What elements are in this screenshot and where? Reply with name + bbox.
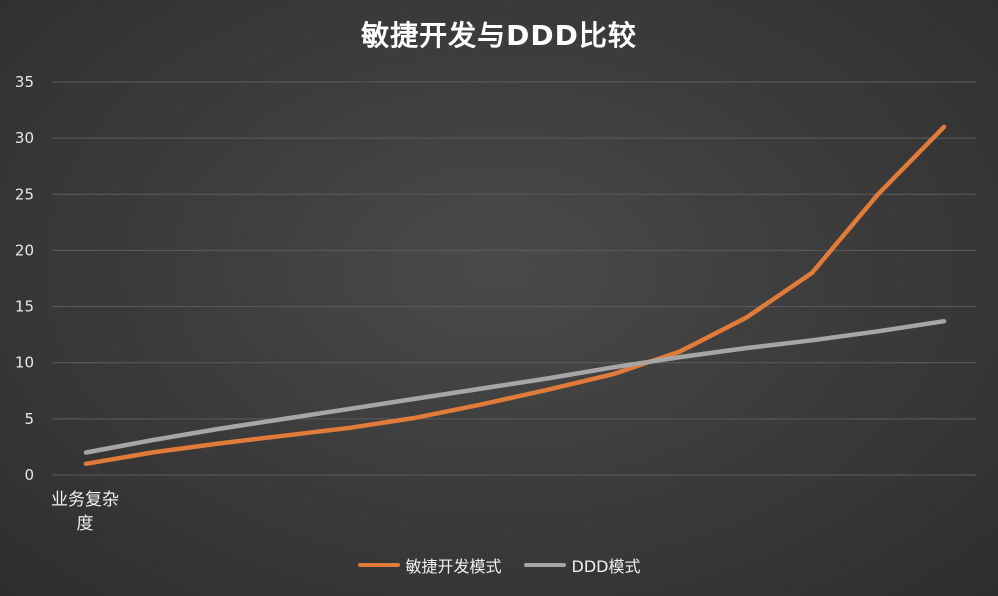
y-tick-label: 35	[15, 73, 34, 91]
series-line-ddd	[83, 318, 947, 455]
x-axis-label: 业务复杂度	[51, 490, 119, 534]
legend: 敏捷开发模式 DDD模式	[0, 553, 998, 577]
y-tick-label: 25	[15, 185, 34, 203]
series-line-agile	[83, 124, 947, 467]
legend-swatch-ddd	[523, 563, 566, 567]
y-tick-label: 5	[24, 410, 34, 428]
legend-item-ddd: DDD模式	[523, 553, 641, 577]
legend-label-agile: 敏捷开发模式	[405, 557, 502, 576]
legend-swatch-agile	[357, 563, 400, 567]
y-tick-label: 0	[24, 466, 34, 484]
y-tick-label: 15	[15, 298, 34, 316]
chart-title: 敏捷开发与DDD比较	[361, 19, 637, 52]
legend-label-ddd: DDD模式	[571, 557, 641, 576]
legend-item-agile: 敏捷开发模式	[357, 553, 502, 577]
y-tick-label: 30	[15, 129, 34, 147]
y-tick-label: 10	[15, 354, 34, 372]
y-tick-label: 20	[15, 241, 34, 259]
